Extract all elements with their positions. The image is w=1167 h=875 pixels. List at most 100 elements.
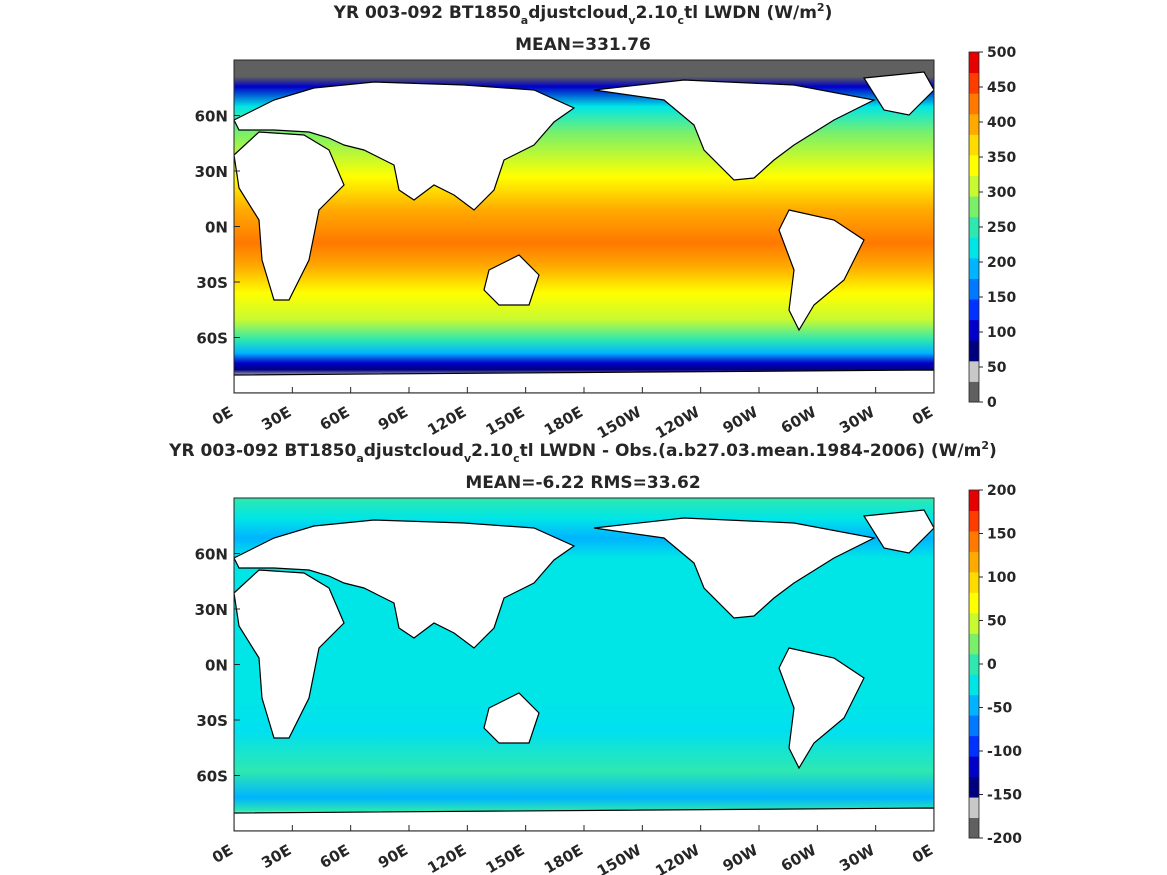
colorbar-tick-label: 200	[987, 483, 1016, 499]
colorbar-tick-label: 350	[987, 150, 1016, 166]
y-tick-label: 30N	[195, 163, 228, 181]
colorbar-tick-label: 0	[987, 395, 997, 411]
colorbar-swatch	[969, 715, 979, 737]
colorbar-swatch	[969, 797, 979, 819]
panel-2-colorbar-ticks: 200 150 100 50 0 -50 -100 -150 -200	[979, 483, 1022, 847]
panel-1-title: YR 003-092 BT1850adjustcloudv2.10ctl LWD…	[333, 1, 833, 27]
panel-1-x-ticks: 0E 30E 60E 90E 120E 150E 180E 150W 120W 90W 60W 30W…	[209, 387, 936, 442]
colorbar-swatch	[969, 633, 979, 655]
x-tick-label: 150W	[594, 841, 645, 875]
colorbar-tick-label: -100	[987, 744, 1022, 760]
colorbar-tick-label: -50	[987, 701, 1013, 717]
panel-2-colorbar	[968, 489, 980, 839]
colorbar-swatch	[969, 571, 979, 593]
x-tick-label: 30E	[258, 841, 294, 872]
colorbar-swatch	[969, 340, 979, 362]
colorbar-swatch	[969, 93, 979, 115]
x-tick-label: 90W	[720, 841, 762, 875]
x-tick-label: 30W	[836, 403, 878, 438]
colorbar-swatch	[969, 653, 979, 675]
y-tick-label: 30S	[196, 712, 228, 730]
x-tick-label: 150W	[594, 403, 645, 443]
y-tick-label: 30N	[195, 601, 228, 619]
colorbar-swatch	[969, 674, 979, 696]
colorbar-tick-label: 450	[987, 80, 1016, 96]
colorbar-swatch	[969, 381, 979, 403]
y-tick-label: 60S	[196, 768, 228, 786]
panel-2-x-ticks: 0E 30E 60E 90E 120E 150E 180E 150W 120W 90W 60W 30W…	[209, 825, 936, 875]
x-tick-label: 0E	[909, 841, 936, 867]
colorbar-tick-label: -200	[987, 831, 1022, 847]
colorbar-tick-label: 50	[987, 360, 1007, 376]
panel-1-subtitle: MEAN=331.76	[515, 35, 651, 55]
x-tick-label: 30W	[836, 841, 878, 875]
colorbar-swatch	[969, 756, 979, 778]
panel-1-map	[234, 60, 934, 393]
colorbar-swatch	[969, 592, 979, 614]
colorbar-swatch	[969, 510, 979, 532]
x-tick-label: 120E	[424, 841, 469, 875]
colorbar-tick-label: 150	[987, 527, 1016, 543]
colorbar-swatch	[969, 154, 979, 177]
colorbar-tick-label: 500	[987, 45, 1016, 61]
y-tick-label: 60S	[196, 330, 228, 348]
colorbar-swatch	[969, 72, 979, 94]
panel-1-colorbar	[968, 51, 980, 403]
y-tick-label: 0N	[205, 657, 228, 675]
colorbar-tick-label: 300	[987, 185, 1016, 201]
colorbar-swatch	[969, 490, 979, 511]
y-tick-label: 60N	[195, 546, 228, 564]
colorbar-swatch	[969, 694, 979, 716]
x-tick-label: 150E	[483, 841, 528, 875]
colorbar-swatch	[969, 257, 979, 279]
panel-2-subtitle: MEAN=-6.22 RMS=33.62	[465, 473, 700, 493]
colorbar-tick-label: 100	[987, 325, 1016, 341]
colorbar-swatch	[969, 175, 979, 197]
colorbar-swatch	[969, 319, 979, 341]
x-tick-label: 90E	[375, 403, 411, 434]
panel-1: YR 003-092 BT1850adjustcloudv2.10ctl LWD…	[195, 1, 1017, 442]
x-tick-label: 120E	[424, 403, 469, 439]
colorbar-tick-label: 400	[987, 115, 1016, 131]
colorbar-swatch	[969, 530, 979, 552]
colorbar-swatch	[969, 216, 979, 238]
x-tick-label: 60W	[778, 403, 820, 438]
colorbar-swatch	[969, 735, 979, 757]
colorbar-swatch	[969, 113, 979, 135]
panel-1-y-ticks: 60N 30N 0N 30S 60S	[195, 108, 240, 348]
colorbar-swatch	[969, 237, 979, 259]
x-tick-label: 180E	[541, 403, 586, 439]
y-tick-label: 0N	[205, 219, 228, 237]
panel-2-y-ticks: 60N 30N 0N 30S 60S	[195, 546, 240, 786]
colorbar-swatch	[969, 134, 979, 156]
x-tick-label: 120W	[652, 403, 703, 443]
x-tick-label: 0E	[909, 403, 936, 429]
colorbar-swatch	[969, 299, 979, 321]
x-tick-label: 60W	[778, 841, 820, 875]
panel-2-title: YR 003-092 BT1850adjustcloudv2.10ctl LWD…	[168, 439, 997, 465]
x-tick-label: 60E	[317, 403, 353, 434]
colorbar-swatch	[969, 776, 979, 798]
panel-2: YR 003-092 BT1850adjustcloudv2.10ctl LWD…	[168, 439, 1022, 875]
x-tick-label: 90W	[720, 403, 762, 438]
colorbar-swatch	[969, 817, 979, 839]
x-tick-label: 0E	[209, 403, 236, 429]
colorbar-tick-label: 50	[987, 614, 1007, 630]
colorbar-tick-label: 200	[987, 255, 1016, 271]
colorbar-tick-label: 0	[987, 657, 997, 673]
x-tick-label: 30E	[258, 403, 294, 434]
colorbar-swatch	[969, 612, 979, 634]
x-tick-label: 120W	[652, 841, 703, 875]
colorbar-tick-label: 100	[987, 570, 1016, 586]
x-tick-label: 90E	[375, 841, 411, 872]
x-tick-label: 180E	[541, 841, 586, 875]
panel-2-map	[234, 498, 934, 831]
colorbar-swatch	[969, 551, 979, 573]
colorbar-tick-label: -150	[987, 788, 1022, 804]
colorbar-swatch	[969, 196, 979, 218]
colorbar-swatch	[969, 360, 979, 382]
colorbar-tick-label: 150	[987, 290, 1016, 306]
x-tick-label: 60E	[317, 841, 353, 872]
